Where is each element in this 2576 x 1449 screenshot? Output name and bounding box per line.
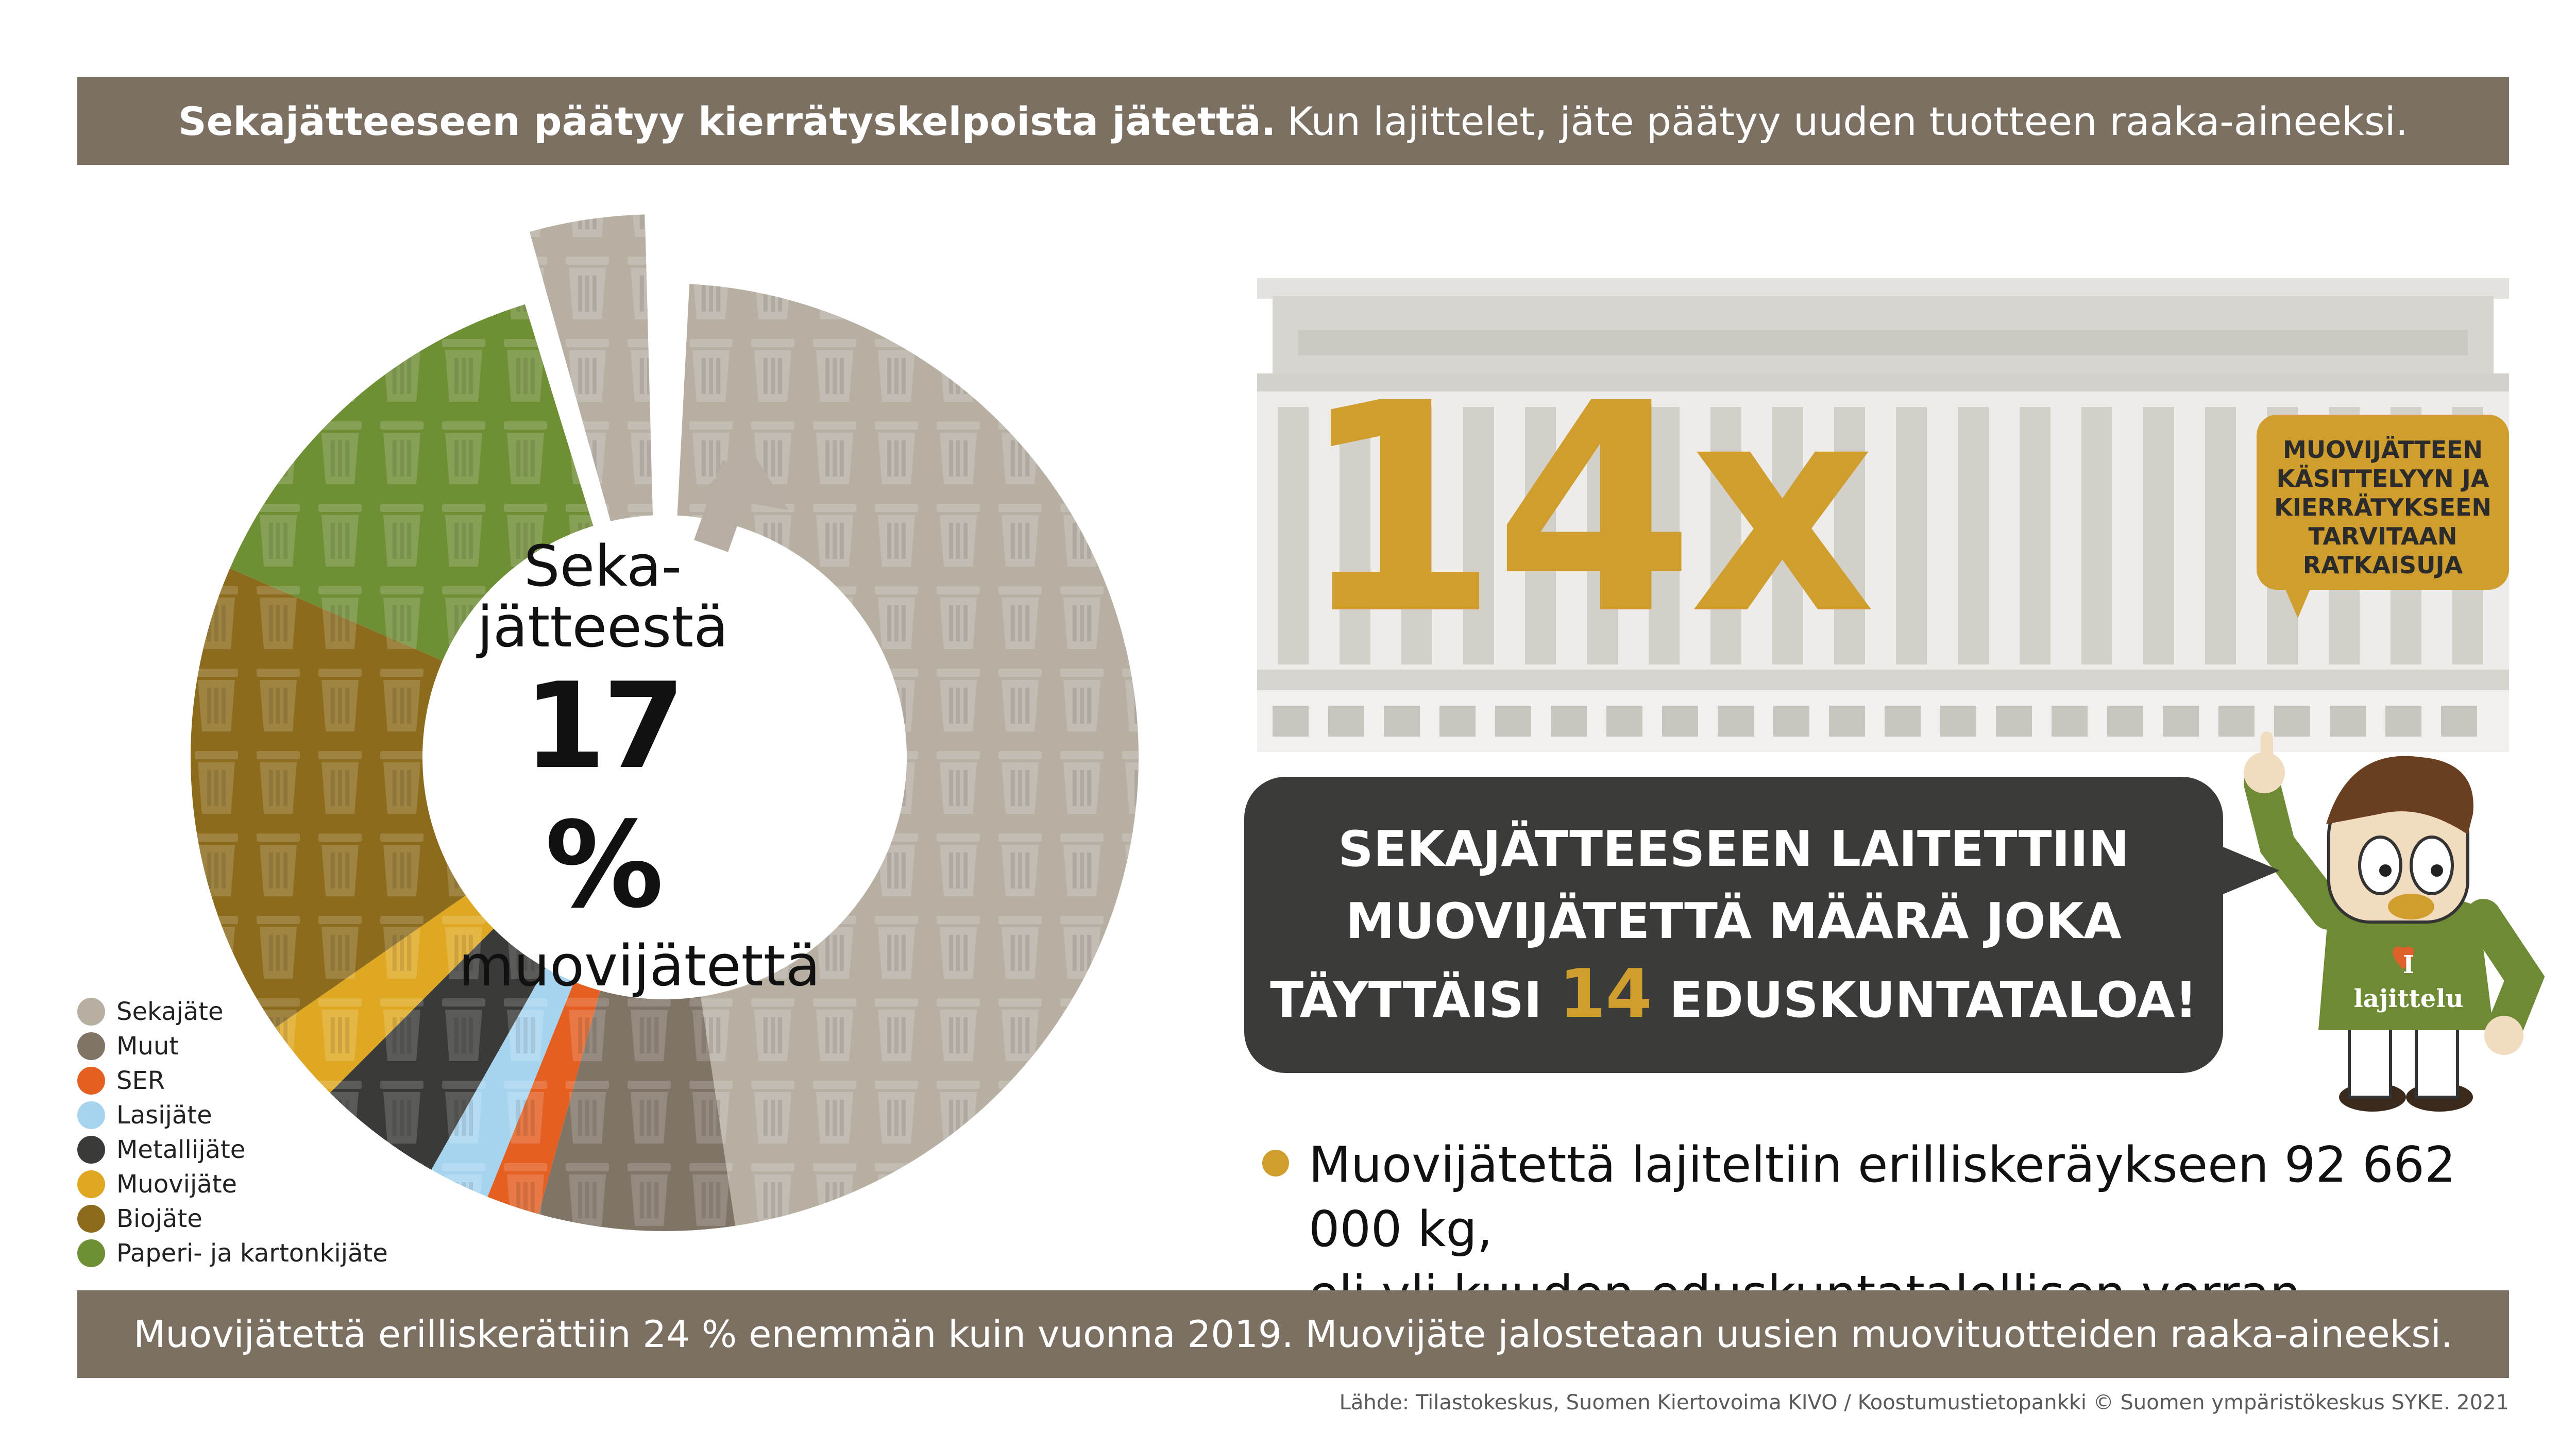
- legend-swatch: [77, 1204, 105, 1233]
- building-window: [1273, 706, 1309, 737]
- building-window: [2052, 706, 2088, 737]
- speech-bubble: SEKAJÄTTEESEEN LAITETTIIN MUOVIJÄTETTÄ M…: [1244, 777, 2223, 1073]
- legend-label: Metallijäte: [116, 1135, 246, 1164]
- callout-line: KIERRÄTYKSEEN: [2274, 493, 2492, 521]
- legend-item: Muovijäte: [77, 1167, 388, 1201]
- source-text: Lähde: Tilastokeskus, Suomen Kiertovoima…: [1339, 1391, 2509, 1414]
- footer-text: Muovijätettä erilliskerättiin 24 % enemm…: [133, 1312, 2453, 1356]
- building-column: [2143, 407, 2174, 664]
- callout-line: RATKAISUJA: [2302, 551, 2463, 579]
- shirt-text-line: lajittelu: [2353, 984, 2464, 1013]
- building-column: [1525, 407, 1556, 664]
- legend-item: SER: [77, 1063, 388, 1098]
- header-text: Kun lajittelet, jäte päätyy uuden tuotte…: [1287, 98, 2408, 144]
- building-window: [1439, 706, 1476, 737]
- arrow-icon: [694, 443, 788, 552]
- building-column: [1587, 407, 1618, 664]
- building-column: [2020, 407, 2050, 664]
- building-window: [2441, 706, 2477, 737]
- speech-bubble-tail: [2218, 845, 2280, 896]
- building-window: [1718, 706, 1754, 737]
- shirt-text-line: I: [2402, 950, 2415, 979]
- building-window: [1384, 706, 1420, 737]
- character-illustration: [2244, 731, 2545, 1112]
- callout-box: MUOVIJÄTTEEN KÄSITTELYYN JA KIERRÄTYKSEE…: [2257, 415, 2509, 590]
- building-window: [1606, 706, 1642, 737]
- building-window: [1662, 706, 1698, 737]
- building-column: [1278, 407, 1309, 664]
- legend-item: Lasijäte: [77, 1098, 388, 1132]
- comparison-number: 14x: [1298, 342, 1876, 678]
- legend-label: SER: [116, 1066, 165, 1095]
- center-line: Seka-: [523, 533, 682, 599]
- legend-label: Sekajäte: [116, 997, 224, 1026]
- building-window: [1829, 706, 1865, 737]
- building-column: [1463, 407, 1494, 664]
- building-window: [1885, 706, 1921, 737]
- building-window: [1495, 706, 1531, 737]
- legend-item: Paperi- ja kartonkijäte: [77, 1236, 388, 1270]
- building-window: [2107, 706, 2143, 737]
- building-window: [1551, 706, 1587, 737]
- bubble-line: SEKAJÄTTEESEEN LAITETTIIN: [1338, 821, 2129, 878]
- building-window: [2163, 706, 2199, 737]
- legend-item: Sekajäte: [77, 994, 388, 1029]
- building-column: [2081, 407, 2112, 664]
- bubble-line: MUOVIJÄTETTÄ MÄÄRÄ JOKA: [1346, 893, 2122, 950]
- legend-label: Biojäte: [116, 1204, 202, 1233]
- legend-swatch: [77, 1066, 105, 1095]
- building-column: [1772, 407, 1803, 664]
- callout-line: KÄSITTELYYN JA: [2276, 465, 2489, 492]
- legend-label: Muovijäte: [116, 1169, 238, 1199]
- building-window: [2330, 706, 2366, 737]
- building-column: [1340, 407, 1370, 664]
- legend-swatch: [77, 1170, 105, 1198]
- header-bold-text: Sekajätteeseen päätyy kierrätyskelpoista…: [178, 98, 1276, 144]
- building-column: [1710, 407, 1741, 664]
- bubble-line: TÄYTTÄISI 14 EDUSKUNTATALOA!: [1270, 958, 2197, 1036]
- legend-label: Muut: [116, 1031, 179, 1061]
- legend-swatch: [77, 1101, 105, 1129]
- legend-item: Metallijäte: [77, 1132, 388, 1167]
- bubble-text: EDUSKUNTATALOA!: [1669, 972, 2197, 1029]
- bullet-dot: [1262, 1150, 1289, 1177]
- bubble-text: TÄYTTÄISI: [1270, 972, 1542, 1029]
- center-line: muovijätettä: [459, 933, 821, 999]
- building-window: [1773, 706, 1809, 737]
- bubble-highlight-number: 14: [1559, 954, 1652, 1033]
- header-banner: Sekajätteeseen päätyy kierrätyskelpoista…: [77, 77, 2509, 165]
- legend-item: Muut: [77, 1029, 388, 1063]
- legend-swatch: [77, 1032, 105, 1060]
- building-window: [2274, 706, 2310, 737]
- center-line: jätteestä: [477, 594, 728, 660]
- building-column: [2205, 407, 2236, 664]
- footer-banner: Muovijätettä erilliskerättiin 24 % enemm…: [77, 1290, 2509, 1378]
- fact-line: Muovijätettä lajiteltiin erilliskeräykse…: [1309, 1137, 2456, 1258]
- building-column: [1896, 407, 1927, 664]
- pie-center-label: Seka- jätteestä 17 % muovijätettä: [459, 533, 821, 999]
- callout-line: TARVITAAN: [2308, 522, 2458, 550]
- legend-swatch: [77, 997, 105, 1026]
- pie-center-hole: [422, 515, 907, 999]
- legend-swatch: [77, 1135, 105, 1164]
- legend-swatch: [77, 1239, 105, 1267]
- building-column: [1958, 407, 1989, 664]
- callout-tail: [2282, 582, 2313, 618]
- chart-legend: Sekajäte Muut SER Lasijäte Metallijäte Muovij…: [77, 994, 388, 1270]
- shirt-print: I lajittelu: [2347, 948, 2470, 1016]
- legend-label: Paperi- ja kartonkijäte: [116, 1238, 388, 1268]
- building-column: [1649, 407, 1680, 664]
- building-window: [2385, 706, 2421, 737]
- building-window: [1996, 706, 2032, 737]
- building-window: [2218, 706, 2255, 737]
- building-window: [1940, 706, 1976, 737]
- callout-line: MUOVIJÄTTEEN: [2282, 436, 2483, 464]
- building-column: [1401, 407, 1432, 664]
- legend-label: Lasijäte: [116, 1100, 212, 1130]
- legend-item: Biojäte: [77, 1201, 388, 1236]
- building-window: [1328, 706, 1364, 737]
- center-percent: 17 %: [523, 658, 685, 934]
- building-column: [1834, 407, 1865, 664]
